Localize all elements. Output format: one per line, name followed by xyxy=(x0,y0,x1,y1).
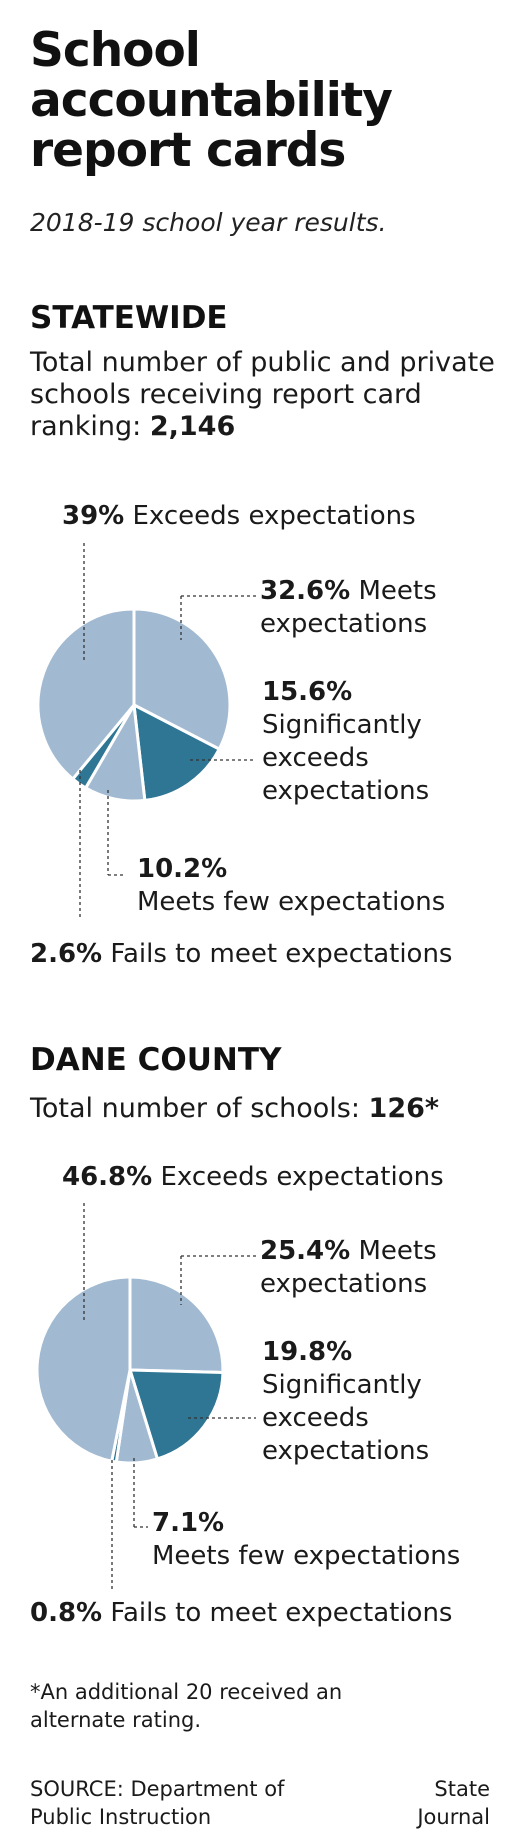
statewide-label-meets-few: 10.2% Meets few expectations xyxy=(137,853,445,919)
dane-label-meets: 25.4% Meets expectations xyxy=(260,1235,437,1301)
dane-text-sig-exceeds-1: Significantly xyxy=(262,1370,422,1400)
statewide-label-meets: 32.6% Meets expectations xyxy=(260,575,437,641)
pie-slice-exceeds-expectations xyxy=(35,1275,132,1463)
statewide-description-text: Total number of public and private schoo… xyxy=(30,347,495,442)
footnote: *An additional 20 received an alternate … xyxy=(30,1680,343,1732)
section-title-statewide: STATEWIDE xyxy=(30,300,228,336)
pie-slice-significantly-exceeds-expectations xyxy=(132,703,221,802)
page-title: School accountability report cards xyxy=(30,23,393,178)
statewide-text-meets-2: expectations xyxy=(260,609,428,639)
dane-text-meets-few: Meets few expectations xyxy=(152,1541,461,1571)
dane-text-sig-exceeds-2: exceeds xyxy=(262,1403,369,1433)
dane-label-fails: 0.8% Fails to meet expectations xyxy=(30,1597,452,1630)
dane-pct-meets: 25.4% xyxy=(260,1236,351,1266)
statewide-text-meets-few: Meets few expectations xyxy=(137,887,446,917)
statewide-label-fails: 2.6% Fails to meet expectations xyxy=(30,938,452,971)
statewide-pct-meets: 32.6% xyxy=(260,576,351,606)
statewide-text-sig-exceeds-2: exceeds xyxy=(262,743,369,773)
dane-text-exceeds: Exceeds expectations xyxy=(160,1162,444,1192)
source-note: SOURCE: Department of Public Instruction xyxy=(30,1777,285,1829)
dane-text-meets-1: Meets xyxy=(358,1236,437,1266)
statewide-label-exceeds: 39% Exceeds expectations xyxy=(62,500,416,533)
subtitle: 2018-19 school year results. xyxy=(30,208,387,237)
statewide-pct-exceeds: 39% xyxy=(62,501,125,531)
pie-slice-exceeds-expectations xyxy=(36,607,136,781)
statewide-pct-meets-few: 10.2% xyxy=(137,854,228,884)
dane-pct-exceeds: 46.8% xyxy=(62,1162,153,1192)
statewide-pct-sig-exceeds: 15.6% xyxy=(262,677,353,707)
dane-label-meets-few: 7.1% Meets few expectations xyxy=(152,1507,460,1573)
dane-county-total: 126* xyxy=(368,1093,440,1124)
statewide-text-fails: Fails to meet expectations xyxy=(110,939,453,969)
dane-text-meets-2: expectations xyxy=(260,1269,428,1299)
statewide-total: 2,146 xyxy=(149,411,236,442)
dane-county-description: Total number of schools: 126* xyxy=(30,1093,500,1125)
statewide-description: Total number of public and private schoo… xyxy=(30,347,500,443)
dane-text-fails: Fails to meet expectations xyxy=(110,1598,453,1628)
statewide-pct-fails: 2.6% xyxy=(30,939,103,969)
statewide-text-sig-exceeds-3: expectations xyxy=(262,776,430,806)
statewide-text-meets-1: Meets xyxy=(358,576,437,606)
statewide-pie xyxy=(36,607,232,803)
pie-slice-meets-expectations xyxy=(132,607,232,751)
dane-label-exceeds: 46.8% Exceeds expectations xyxy=(62,1161,444,1194)
statewide-label-sig-exceeds: 15.6% Significantly exceeds expectations xyxy=(262,676,429,808)
credit: State Journal xyxy=(417,1777,490,1829)
pie-slice-meets-expectations xyxy=(128,1275,225,1374)
dane-label-sig-exceeds: 19.8% Significantly exceeds expectations xyxy=(262,1336,429,1468)
pie-slice-significantly-exceeds-expectations xyxy=(128,1368,225,1461)
dane-county-pie xyxy=(35,1275,225,1465)
dane-pct-fails: 0.8% xyxy=(30,1598,103,1628)
statewide-text-exceeds: Exceeds expectations xyxy=(132,501,416,531)
section-title-dane-county: DANE COUNTY xyxy=(30,1042,282,1078)
statewide-text-sig-exceeds-1: Significantly xyxy=(262,710,422,740)
dane-text-sig-exceeds-3: expectations xyxy=(262,1436,430,1466)
dane-pct-meets-few: 7.1% xyxy=(152,1508,225,1538)
dane-county-description-text: Total number of schools: xyxy=(30,1093,360,1124)
dane-pct-sig-exceeds: 19.8% xyxy=(262,1337,353,1367)
